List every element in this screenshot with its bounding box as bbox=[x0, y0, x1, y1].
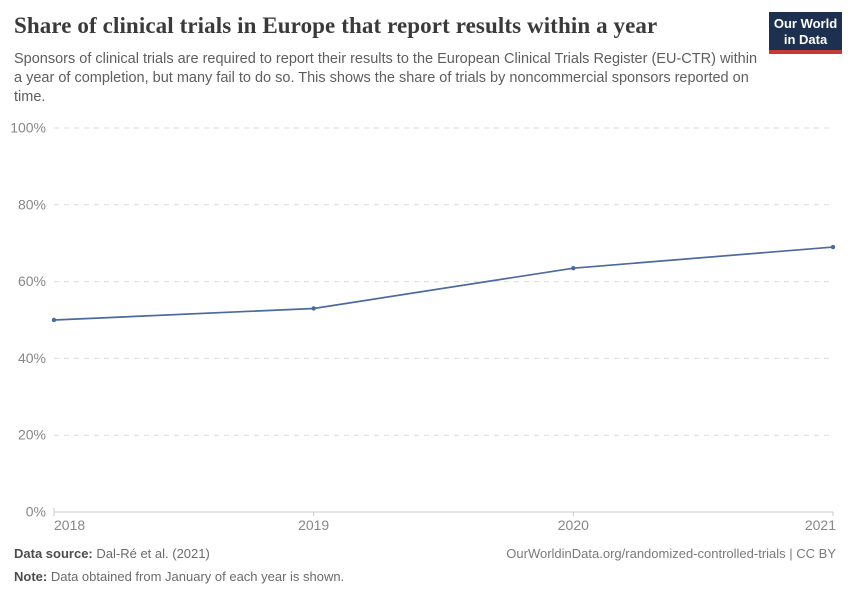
y-tick-label: 80% bbox=[18, 196, 46, 212]
chart-subtitle: Sponsors of clinical trials are required… bbox=[14, 51, 758, 105]
chart-note: Note: Data obtained from January of each… bbox=[14, 569, 344, 584]
owid-url-link[interactable]: OurWorldinData.org/randomized-controlled… bbox=[506, 546, 836, 561]
note-value: Data obtained from January of each year … bbox=[50, 569, 345, 584]
owid-logo-line2: in Data bbox=[783, 31, 828, 47]
page-title: Share of clinical trials in Europe that … bbox=[14, 13, 658, 38]
data-source-label: Data source: bbox=[14, 546, 93, 561]
data-point[interactable] bbox=[51, 317, 57, 323]
data-point[interactable] bbox=[311, 306, 316, 311]
data-point[interactable] bbox=[830, 244, 836, 250]
x-tick-label: 2018 bbox=[54, 517, 85, 533]
x-tick-label: 2020 bbox=[558, 517, 589, 533]
owid-logo: Our World in Data bbox=[769, 12, 842, 54]
note-label: Note: bbox=[14, 569, 48, 584]
data-source-value: Dal-Ré et al. (2021) bbox=[96, 546, 210, 561]
x-tick-label: 2021 bbox=[805, 517, 836, 533]
data-point[interactable] bbox=[571, 265, 576, 271]
chart-footer: Data source: Dal-Ré et al. (2021) OurWor… bbox=[14, 546, 836, 584]
data-source: Data source: Dal-Ré et al. (2021) bbox=[14, 546, 210, 561]
y-tick-label: 100% bbox=[10, 120, 46, 136]
owid-logo-line1: Our World bbox=[773, 16, 838, 31]
y-tick-label: 0% bbox=[26, 504, 46, 520]
data-line bbox=[53, 246, 834, 321]
y-tick-label: 40% bbox=[18, 350, 46, 366]
x-tick-label: 2019 bbox=[298, 517, 329, 533]
line-chart-canvas[interactable]: 0% 20% 40% 60% 80% 100% 2018 2019 2020 2021 bbox=[0, 110, 850, 540]
y-tick-label: 60% bbox=[18, 273, 46, 289]
y-tick-label: 20% bbox=[18, 427, 46, 443]
